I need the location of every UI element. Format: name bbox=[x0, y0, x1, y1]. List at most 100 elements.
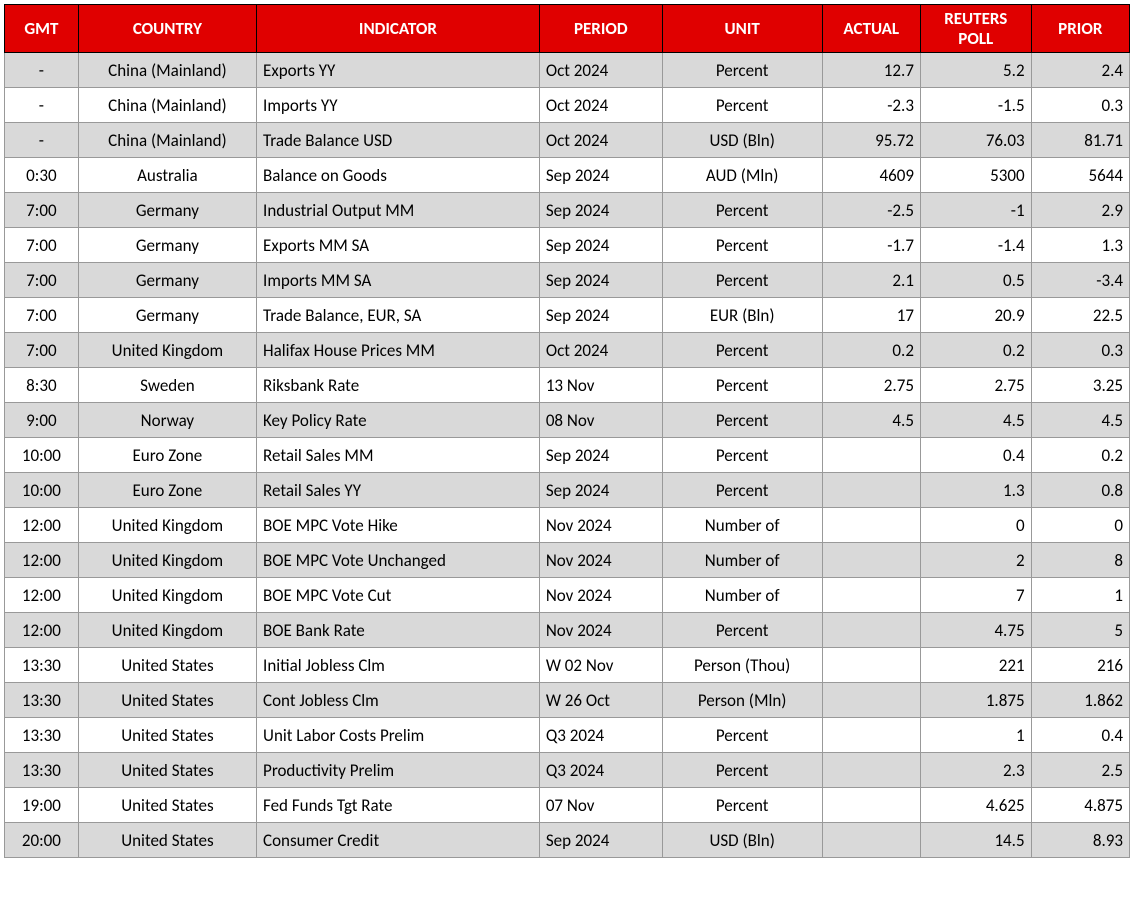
cell-country: United States bbox=[78, 648, 256, 683]
table-row: -China (Mainland)Imports YYOct 2024Perce… bbox=[5, 88, 1130, 123]
cell-period: Sep 2024 bbox=[539, 193, 662, 228]
table-row: 8:30SwedenRiksbank Rate13 NovPercent2.75… bbox=[5, 368, 1130, 403]
table-row: 7:00GermanyIndustrial Output MMSep 2024P… bbox=[5, 193, 1130, 228]
table-row: 7:00United KingdomHalifax House Prices M… bbox=[5, 333, 1130, 368]
table-row: 12:00United KingdomBOE MPC Vote Unchange… bbox=[5, 543, 1130, 578]
cell-poll: 4.625 bbox=[920, 788, 1031, 823]
cell-prior: 8 bbox=[1031, 543, 1129, 578]
cell-indicator: Halifax House Prices MM bbox=[257, 333, 540, 368]
cell-indicator: BOE MPC Vote Cut bbox=[257, 578, 540, 613]
cell-prior: 3.25 bbox=[1031, 368, 1129, 403]
cell-unit: Number of bbox=[662, 543, 822, 578]
cell-prior: 2.5 bbox=[1031, 753, 1129, 788]
cell-unit: Percent bbox=[662, 263, 822, 298]
cell-country: Germany bbox=[78, 298, 256, 333]
cell-country: United States bbox=[78, 683, 256, 718]
cell-unit: Percent bbox=[662, 753, 822, 788]
cell-gmt: 7:00 bbox=[5, 333, 79, 368]
table-row: 7:00GermanyImports MM SASep 2024Percent2… bbox=[5, 263, 1130, 298]
cell-poll: 0.4 bbox=[920, 438, 1031, 473]
cell-actual: 12.7 bbox=[822, 53, 920, 88]
cell-prior: 216 bbox=[1031, 648, 1129, 683]
cell-gmt: 0:30 bbox=[5, 158, 79, 193]
cell-gmt: 10:00 bbox=[5, 438, 79, 473]
economic-calendar-table: GMT COUNTRY INDICATOR PERIOD UNIT ACTUAL… bbox=[4, 4, 1130, 858]
cell-poll: 76.03 bbox=[920, 123, 1031, 158]
cell-actual: 4.5 bbox=[822, 403, 920, 438]
cell-prior: 0.4 bbox=[1031, 718, 1129, 753]
cell-gmt: 20:00 bbox=[5, 823, 79, 858]
table-row: 12:00United KingdomBOE Bank RateNov 2024… bbox=[5, 613, 1130, 648]
table-row: 13:30United StatesInitial Jobless ClmW 0… bbox=[5, 648, 1130, 683]
cell-indicator: Trade Balance, EUR, SA bbox=[257, 298, 540, 333]
cell-prior: 2.9 bbox=[1031, 193, 1129, 228]
cell-period: Sep 2024 bbox=[539, 263, 662, 298]
cell-indicator: Balance on Goods bbox=[257, 158, 540, 193]
col-header-gmt: GMT bbox=[5, 5, 79, 53]
cell-gmt: 13:30 bbox=[5, 683, 79, 718]
cell-poll: 1 bbox=[920, 718, 1031, 753]
cell-unit: Percent bbox=[662, 613, 822, 648]
cell-poll: 1.3 bbox=[920, 473, 1031, 508]
cell-gmt: - bbox=[5, 53, 79, 88]
cell-actual bbox=[822, 753, 920, 788]
table-row: 12:00United KingdomBOE MPC Vote CutNov 2… bbox=[5, 578, 1130, 613]
cell-prior: 0.3 bbox=[1031, 88, 1129, 123]
cell-prior: 5644 bbox=[1031, 158, 1129, 193]
cell-indicator: Riksbank Rate bbox=[257, 368, 540, 403]
cell-gmt: 12:00 bbox=[5, 543, 79, 578]
cell-prior: 22.5 bbox=[1031, 298, 1129, 333]
cell-period: Q3 2024 bbox=[539, 753, 662, 788]
cell-period: W 02 Nov bbox=[539, 648, 662, 683]
cell-prior: 2.4 bbox=[1031, 53, 1129, 88]
cell-actual: 4609 bbox=[822, 158, 920, 193]
cell-country: Germany bbox=[78, 263, 256, 298]
col-header-country: COUNTRY bbox=[78, 5, 256, 53]
cell-period: Sep 2024 bbox=[539, 823, 662, 858]
table-row: 13:30United StatesCont Jobless ClmW 26 O… bbox=[5, 683, 1130, 718]
cell-period: Sep 2024 bbox=[539, 473, 662, 508]
cell-actual bbox=[822, 578, 920, 613]
cell-gmt: 7:00 bbox=[5, 193, 79, 228]
cell-country: Norway bbox=[78, 403, 256, 438]
table-row: -China (Mainland)Exports YYOct 2024Perce… bbox=[5, 53, 1130, 88]
cell-gmt: 12:00 bbox=[5, 613, 79, 648]
table-row: 0:30AustraliaBalance on GoodsSep 2024AUD… bbox=[5, 158, 1130, 193]
cell-actual: 2.1 bbox=[822, 263, 920, 298]
cell-indicator: Exports YY bbox=[257, 53, 540, 88]
col-header-unit: UNIT bbox=[662, 5, 822, 53]
cell-poll: 20.9 bbox=[920, 298, 1031, 333]
cell-poll: 0 bbox=[920, 508, 1031, 543]
table-row: -China (Mainland)Trade Balance USDOct 20… bbox=[5, 123, 1130, 158]
cell-gmt: - bbox=[5, 88, 79, 123]
cell-actual: 0.2 bbox=[822, 333, 920, 368]
cell-actual bbox=[822, 473, 920, 508]
table-row: 7:00GermanyTrade Balance, EUR, SASep 202… bbox=[5, 298, 1130, 333]
cell-country: United Kingdom bbox=[78, 578, 256, 613]
col-header-actual: ACTUAL bbox=[822, 5, 920, 53]
cell-period: W 26 Oct bbox=[539, 683, 662, 718]
cell-poll: 5300 bbox=[920, 158, 1031, 193]
cell-period: Sep 2024 bbox=[539, 228, 662, 263]
cell-gmt: 13:30 bbox=[5, 718, 79, 753]
cell-country: United States bbox=[78, 753, 256, 788]
cell-gmt: 13:30 bbox=[5, 648, 79, 683]
cell-poll: -1 bbox=[920, 193, 1031, 228]
cell-unit: USD (Bln) bbox=[662, 123, 822, 158]
cell-country: China (Mainland) bbox=[78, 53, 256, 88]
cell-indicator: Productivity Prelim bbox=[257, 753, 540, 788]
cell-indicator: BOE Bank Rate bbox=[257, 613, 540, 648]
table-row: 12:00United KingdomBOE MPC Vote HikeNov … bbox=[5, 508, 1130, 543]
cell-country: Euro Zone bbox=[78, 438, 256, 473]
cell-period: Nov 2024 bbox=[539, 578, 662, 613]
cell-period: Sep 2024 bbox=[539, 438, 662, 473]
table-header: GMT COUNTRY INDICATOR PERIOD UNIT ACTUAL… bbox=[5, 5, 1130, 53]
table-row: 20:00United StatesConsumer CreditSep 202… bbox=[5, 823, 1130, 858]
cell-poll: 2.75 bbox=[920, 368, 1031, 403]
cell-country: China (Mainland) bbox=[78, 88, 256, 123]
cell-actual bbox=[822, 508, 920, 543]
cell-gmt: 10:00 bbox=[5, 473, 79, 508]
cell-poll: 5.2 bbox=[920, 53, 1031, 88]
cell-prior: 81.71 bbox=[1031, 123, 1129, 158]
cell-unit: Person (Thou) bbox=[662, 648, 822, 683]
